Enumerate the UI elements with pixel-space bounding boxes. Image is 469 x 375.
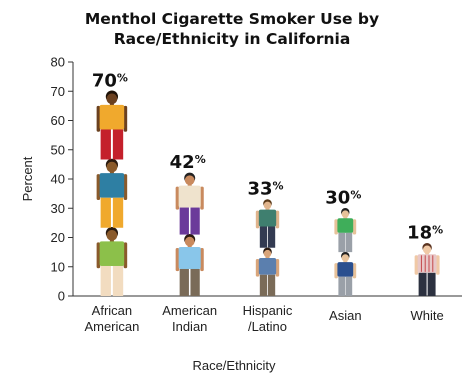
bar-series: 70% 42% 33% 30% 18% [92, 70, 443, 296]
y-axis-ticks: 0 10 20 30 40 50 60 70 80 [51, 55, 73, 304]
bar-0: 70% [92, 70, 128, 296]
bar-figure-person [334, 251, 357, 296]
bar-figure-person [175, 172, 204, 235]
bar-1: 42% [170, 152, 206, 296]
x-category-line: Indian [172, 319, 207, 334]
bar-figure-person [96, 158, 128, 228]
y-tick-label: 10 [51, 259, 65, 274]
bar-2: 33% [247, 178, 284, 296]
bar-figure-person [414, 243, 440, 296]
data-label: 33% [247, 178, 283, 199]
data-label: 30% [325, 187, 361, 208]
x-category-line: Hispanic [243, 303, 293, 318]
data-label: 42% [170, 152, 206, 173]
y-tick-label: 0 [58, 289, 65, 304]
x-category-label: Asian [329, 308, 362, 323]
bar-figure-person [255, 247, 280, 296]
x-category-line: Asian [329, 308, 362, 323]
y-tick-label: 60 [51, 113, 65, 128]
x-category-label: White [410, 308, 443, 323]
x-category-line: American [84, 319, 139, 334]
data-label: 70% [92, 70, 128, 91]
y-tick-label: 50 [51, 142, 65, 157]
x-category-line: White [410, 308, 443, 323]
x-category-label: Hispanic/Latino [243, 303, 293, 334]
y-tick-label: 80 [51, 55, 65, 70]
bar-4: 18% [407, 222, 443, 296]
x-category-line: American [162, 303, 217, 318]
bar-figure-person [334, 208, 357, 253]
x-axis-categories: AfricanAmericanAmericanIndianHispanic/La… [84, 303, 443, 334]
y-tick-label: 40 [51, 172, 65, 187]
bar-3: 30% [325, 187, 361, 296]
chart-title-line-2: Race/Ethnicity in California [114, 30, 351, 48]
bar-figure-person [96, 227, 128, 296]
x-category-line: African [92, 303, 132, 318]
bar-figure-person [175, 234, 204, 296]
y-tick-label: 20 [51, 230, 65, 245]
y-tick-label: 30 [51, 201, 65, 216]
bar-figure-person [96, 90, 128, 160]
chart-title-line-1: Menthol Cigarette Smoker Use by [85, 10, 379, 28]
y-axis-label: Percent [20, 156, 35, 201]
data-label: 18% [407, 222, 443, 243]
x-category-line: /Latino [248, 319, 287, 334]
x-axis-label: Race/Ethnicity [192, 358, 276, 373]
bar-figure-person [255, 199, 280, 248]
y-tick-label: 70 [51, 84, 65, 99]
